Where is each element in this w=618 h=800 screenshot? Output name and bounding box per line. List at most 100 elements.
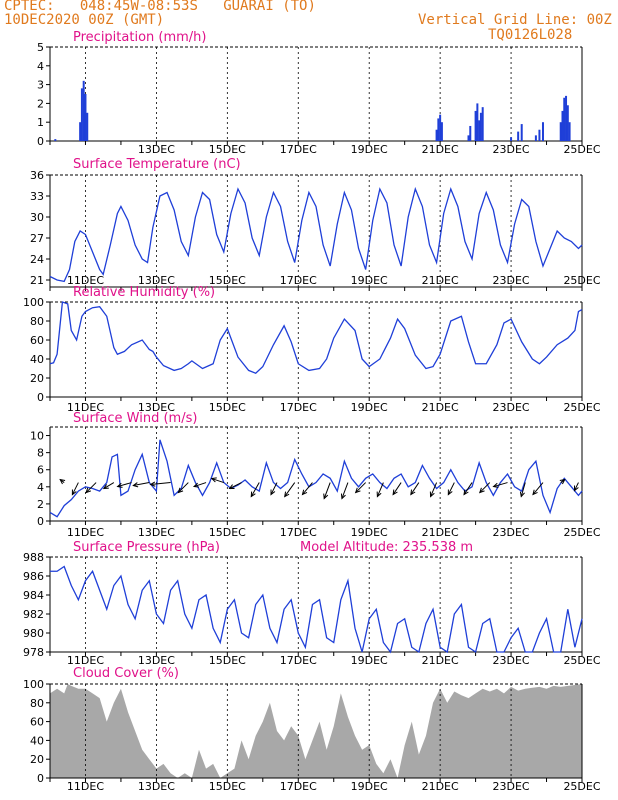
y-tick-label: 5 — [37, 41, 44, 54]
precip-bar — [469, 125, 472, 141]
wind-arrow-head — [532, 489, 538, 496]
wind-arrow — [430, 482, 438, 497]
x-tick-label: 25DEC — [563, 401, 600, 414]
x-tick-label: 25DEC — [563, 143, 600, 156]
wind-arrow — [341, 482, 349, 499]
x-tick-label: 19DEC — [351, 143, 388, 156]
y-tick-label: 986 — [23, 570, 44, 583]
precip-bar — [80, 88, 83, 141]
wind-arrow — [410, 482, 420, 495]
x-tick-label: 13DEC — [138, 780, 175, 793]
x-tick-label: 23DEC — [493, 143, 530, 156]
y-tick-label: 2 — [37, 97, 44, 110]
header-date: 10DEC2020 00Z (GMT) — [4, 12, 165, 28]
wind-arrow — [574, 482, 579, 491]
precip-bar — [534, 135, 537, 141]
x-tick-label: 13DEC — [138, 526, 175, 539]
x-tick-label: 19DEC — [351, 654, 388, 667]
y-tick-label: 4 — [37, 481, 44, 494]
x-tick-label: 25DEC — [563, 274, 600, 287]
y-tick-label: 0 — [37, 772, 44, 785]
x-tick-label: 11DEC — [67, 274, 104, 287]
precip-bar — [561, 110, 564, 141]
precip-bar — [476, 103, 479, 141]
y-tick-label: 24 — [30, 253, 44, 266]
precip-bar — [86, 112, 89, 141]
x-tick-label: 11DEC — [67, 526, 104, 539]
wind-arrow-head — [116, 482, 123, 488]
y-tick-label: 27 — [30, 232, 44, 245]
panel-title: Precipitation (mm/h) — [73, 30, 206, 45]
x-tick-label: 15DEC — [209, 780, 246, 793]
wind-arrow-head — [284, 491, 290, 498]
y-tick-label: 33 — [30, 190, 44, 203]
precip-bar — [467, 135, 470, 141]
precip-bar — [474, 110, 477, 141]
x-tick-label: 23DEC — [493, 780, 530, 793]
y-tick-label: 36 — [30, 169, 44, 182]
wind-arrow-head — [85, 487, 91, 494]
x-tick-label: 13DEC — [138, 274, 175, 287]
y-tick-label: 980 — [23, 627, 44, 640]
y-tick-label: 40 — [30, 734, 44, 747]
precip-bar — [79, 122, 82, 141]
header-code: TQ0126L028 — [488, 27, 573, 43]
wind-arrow-head — [177, 487, 184, 494]
wind-arrow-head — [519, 491, 525, 498]
y-tick-label: 30 — [30, 211, 44, 224]
x-tick-label: 21DEC — [422, 274, 459, 287]
wind-arrow — [229, 482, 242, 489]
wind-arrow-head — [323, 493, 329, 500]
y-tick-label: 10 — [30, 430, 44, 443]
wind-arrow-head — [573, 485, 579, 492]
precip-bar — [563, 97, 566, 141]
wind-arrow-head — [492, 482, 499, 488]
x-tick-label: 17DEC — [280, 654, 317, 667]
x-tick-label: 13DEC — [138, 143, 175, 156]
x-tick-label: 17DEC — [280, 401, 317, 414]
precip-bar — [435, 129, 438, 141]
y-tick-label: 100 — [23, 678, 44, 691]
wind-arrow — [302, 482, 313, 495]
precip-bar — [439, 114, 442, 141]
x-tick-label: 23DEC — [493, 654, 530, 667]
wind-arrow-head — [149, 481, 156, 487]
x-tick-label: 23DEC — [493, 401, 530, 414]
y-tick-label: 20 — [30, 372, 44, 385]
wind-arrow — [447, 482, 455, 495]
precip-bar — [538, 129, 541, 141]
wind-arrow — [177, 482, 189, 493]
wind-arrow-head — [301, 489, 308, 496]
precip-bar — [440, 122, 443, 141]
wind-arrow-head — [270, 489, 276, 496]
precip-bar — [517, 131, 520, 141]
header-grid-note: Vertical Grid Line: 00Z — [418, 12, 612, 28]
x-tick-label: 23DEC — [493, 526, 530, 539]
wind-arrow-head — [250, 491, 256, 498]
wind-arrow — [463, 482, 473, 495]
x-tick-label: 17DEC — [280, 780, 317, 793]
wind-arrow — [493, 482, 508, 488]
wind-arrow-head — [228, 484, 235, 490]
precip-bar — [478, 120, 481, 141]
wind-arrow — [284, 482, 296, 497]
wind-arrow-head — [59, 478, 66, 485]
x-tick-label: 21DEC — [422, 654, 459, 667]
panel-title: Surface Temperature (nC) — [73, 157, 241, 172]
wind-arrow-head — [392, 489, 398, 496]
y-tick-label: 60 — [30, 716, 44, 729]
panel-title: Surface Wind (m/s) — [73, 411, 197, 426]
x-tick-label: 21DEC — [422, 526, 459, 539]
x-tick-label: 19DEC — [351, 401, 388, 414]
y-tick-label: 984 — [23, 589, 44, 602]
precip-bar — [510, 137, 513, 141]
header-source: CPTEC: — [4, 0, 55, 14]
wind-arrow — [323, 482, 331, 499]
wind-arrow-head — [71, 489, 77, 496]
wind-arrow — [133, 482, 150, 487]
precip-bar — [541, 122, 544, 141]
wind-arrow — [479, 482, 491, 493]
x-tick-label: 13DEC — [138, 654, 175, 667]
wind-arrow-head — [340, 493, 346, 500]
x-tick-label: 21DEC — [422, 780, 459, 793]
